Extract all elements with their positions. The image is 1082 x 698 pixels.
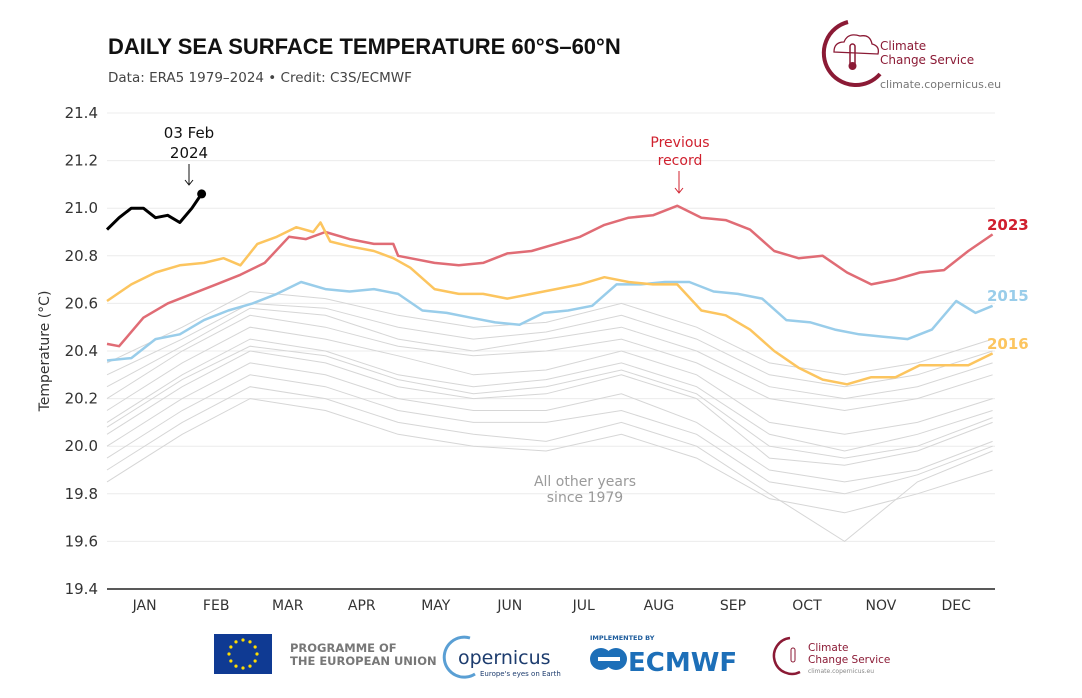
month-label: AUG bbox=[644, 598, 675, 614]
latest-point bbox=[197, 189, 207, 199]
other-year-line bbox=[106, 398, 993, 514]
cloud-icon bbox=[833, 34, 880, 55]
chart-subtitle: Data: ERA5 1979–2024 • Credit: C3S/ECMWF bbox=[108, 70, 412, 86]
logo-line2: Change Service bbox=[880, 53, 974, 67]
month-label: JUL bbox=[572, 598, 595, 614]
y-tick-label: 21.4 bbox=[65, 104, 98, 122]
y-tick-label: 20.2 bbox=[65, 390, 98, 408]
other-year-line bbox=[106, 374, 993, 495]
implemented-by: IMPLEMENTED BY bbox=[590, 634, 655, 642]
eu-star-icon bbox=[241, 638, 245, 642]
label-2016: 2016 bbox=[987, 335, 1029, 353]
y-tick-label: 20.6 bbox=[65, 294, 98, 312]
others-label-1: All other years bbox=[534, 474, 636, 490]
eu-star-icon bbox=[255, 652, 259, 656]
month-label: MAY bbox=[421, 598, 451, 614]
eu-star-icon bbox=[229, 645, 233, 649]
eu-star-icon bbox=[234, 664, 238, 668]
c3s-footer-url: climate.copernicus.eu bbox=[808, 668, 874, 675]
month-label: FEB bbox=[203, 598, 230, 614]
month-label: JAN bbox=[132, 598, 157, 614]
logo-url: climate.copernicus.eu bbox=[880, 78, 1001, 91]
c3s-footer-1: Climate bbox=[808, 642, 848, 654]
ecmwf-text: ECMWF bbox=[628, 648, 737, 678]
record-arrow-icon bbox=[674, 171, 684, 194]
eu-star-icon bbox=[229, 659, 233, 663]
month-label: DEC bbox=[941, 598, 971, 614]
other-year-line bbox=[106, 307, 993, 400]
chart-title: DAILY SEA SURFACE TEMPERATURE 60°S–60°N bbox=[108, 34, 621, 59]
month-label: JUN bbox=[496, 598, 522, 614]
series-line-2016 bbox=[106, 221, 994, 386]
eu-text-2: THE EUROPEAN UNION bbox=[290, 654, 437, 668]
other-year-line bbox=[106, 290, 993, 376]
eu-star-icon bbox=[234, 640, 238, 644]
eu-text-1: PROGRAMME OF bbox=[290, 641, 397, 655]
month-label: MAR bbox=[272, 598, 304, 614]
copernicus-text: opernicus bbox=[458, 647, 551, 669]
latest-label-date: 03 Feb bbox=[164, 124, 214, 142]
y-tick-label: 19.8 bbox=[65, 485, 98, 503]
other-year-line bbox=[106, 362, 993, 483]
month-label: SEP bbox=[720, 598, 746, 614]
record-label-1: Previous bbox=[650, 135, 709, 151]
y-tick-label: 20.8 bbox=[65, 247, 98, 265]
label-2015: 2015 bbox=[987, 287, 1029, 305]
other-year-line bbox=[106, 345, 993, 459]
month-label: NOV bbox=[866, 598, 897, 614]
series-line-2015 bbox=[106, 280, 994, 362]
y-tick-label: 19.6 bbox=[65, 532, 98, 550]
highlighted-series bbox=[105, 189, 994, 386]
label-2023: 2023 bbox=[987, 216, 1029, 234]
others-label-2: since 1979 bbox=[547, 490, 623, 506]
y-tick-label: 20.0 bbox=[65, 437, 98, 455]
eu-star-icon bbox=[253, 645, 257, 649]
eu-star-icon bbox=[227, 652, 231, 656]
c3s-arc-icon bbox=[772, 636, 801, 676]
y-axis-label: Temperature (°C) bbox=[37, 291, 53, 413]
eu-star-icon bbox=[248, 664, 252, 668]
c3s-footer-logo: Climate Change Service climate.copernicu… bbox=[772, 636, 890, 676]
record-label-2: record bbox=[658, 153, 703, 169]
thermometer-small-icon bbox=[790, 647, 796, 663]
y-tick-labels: 19.4 19.6 19.8 20.0 20.2 20.4 20.6 20.8 21.0 21.2… bbox=[65, 104, 98, 598]
other-year-line bbox=[106, 326, 993, 435]
other-year-line bbox=[106, 350, 993, 466]
copernicus-arc-icon bbox=[442, 635, 476, 679]
other-year-line bbox=[106, 386, 993, 543]
eu-logo: PROGRAMME OF THE EUROPEAN UNION bbox=[214, 634, 437, 674]
latest-arrow-icon bbox=[184, 164, 194, 186]
eu-star-icon bbox=[241, 666, 245, 670]
copernicus-tag: Europe's eyes on Earth bbox=[480, 670, 561, 678]
copernicus-logo: opernicus Europe's eyes on Earth bbox=[442, 635, 561, 679]
other-year-line bbox=[106, 314, 993, 412]
month-label: OCT bbox=[792, 598, 822, 614]
month-labels: JAN FEB MAR APR MAY JUN JUL AUG SEP OCT NOV DEC bbox=[132, 598, 971, 614]
y-tick-label: 20.4 bbox=[65, 342, 98, 360]
eu-star-icon bbox=[248, 640, 252, 644]
ecmwf-logo: IMPLEMENTED BY ECMWF bbox=[590, 634, 737, 678]
y-tick-label: 21.2 bbox=[65, 152, 98, 170]
y-tick-label: 21.0 bbox=[65, 199, 98, 217]
latest-label-year: 2024 bbox=[170, 144, 208, 162]
other-year-line bbox=[106, 338, 993, 452]
y-tick-label: 19.4 bbox=[65, 580, 98, 598]
c3s-footer-2: Change Service bbox=[808, 654, 890, 666]
series-line-2023 bbox=[106, 204, 994, 348]
eu-star-icon bbox=[253, 659, 257, 663]
series-line-2024 bbox=[105, 193, 203, 231]
logo-line1: Climate bbox=[880, 39, 926, 53]
month-label: APR bbox=[348, 598, 376, 614]
logo-arc-icon bbox=[821, 20, 882, 88]
c3s-logo: Climate Change Service climate.copernicu… bbox=[821, 20, 1001, 91]
